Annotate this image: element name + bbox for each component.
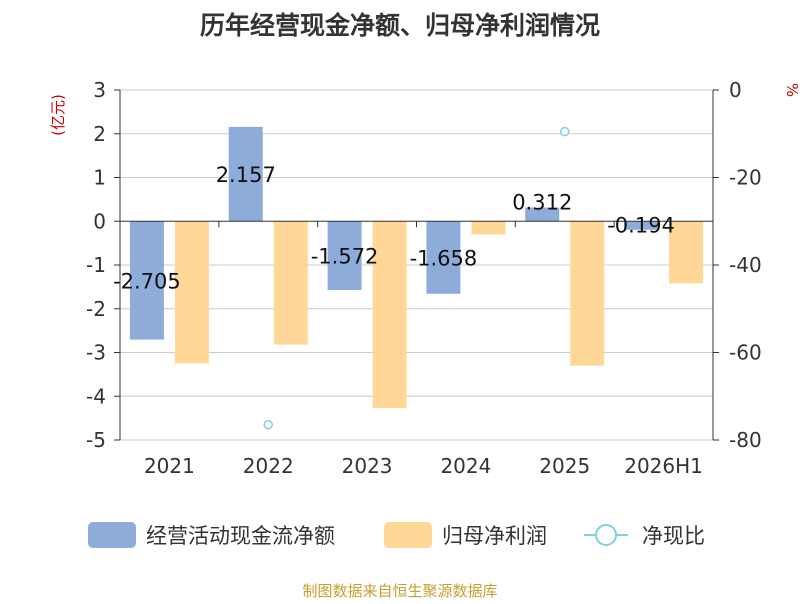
y-tick-label: 3	[93, 78, 106, 102]
data-label: 0.312	[512, 191, 572, 215]
x-tick-label: 2021	[144, 454, 195, 478]
bar	[570, 221, 605, 366]
legend: 经营活动现金流净额 归母净利润 净现比	[88, 522, 705, 548]
bar	[669, 221, 704, 284]
bar	[228, 126, 263, 222]
x-tick-label: 2026H1	[624, 454, 703, 478]
legend-marker	[595, 524, 617, 546]
y2-tick-label: -60	[729, 341, 762, 365]
y-tick-label: -3	[86, 341, 106, 365]
chart-title: 历年经营现金净额、归母净利润情况	[200, 11, 600, 40]
data-label: -1.572	[311, 245, 379, 269]
y2-tick-label: -40	[729, 253, 762, 277]
source-note: 制图数据来自恒生聚源数据库	[302, 582, 497, 600]
bar	[273, 221, 308, 345]
legend-swatch	[88, 522, 136, 548]
x-tick-label: 2023	[342, 454, 393, 478]
scatter-point	[560, 126, 570, 137]
legend-label: 经营活动现金流净额	[146, 524, 335, 548]
bar	[174, 221, 209, 364]
bar	[129, 221, 164, 340]
x-tick-label: 2022	[243, 454, 294, 478]
y2-tick-label: 0	[729, 78, 742, 102]
y-tick-label: 1	[93, 166, 106, 190]
data-label: -1.658	[410, 247, 478, 271]
y-tick-label: 2	[93, 122, 106, 146]
bars-layer	[129, 126, 704, 430]
y2-tick-label: -20	[729, 166, 762, 190]
legend-label: 归母净利润	[442, 524, 547, 548]
data-labels-layer: -2.705 2.157 -1.572 -1.658 0.312 -0.194	[113, 163, 675, 293]
legend-label: 净现比	[642, 524, 705, 548]
y-tick-label: -2	[86, 297, 106, 321]
y2-tick-label: -80	[729, 428, 762, 452]
x-tick-label: 2024	[440, 454, 491, 478]
bar	[525, 207, 560, 222]
x-tick-label: 2025	[539, 454, 590, 478]
y-tick-label: -5	[86, 428, 106, 452]
y-tick-label: -1	[86, 253, 106, 277]
y-tick-label: 0	[93, 209, 106, 233]
bar	[327, 221, 362, 291]
data-label: -0.194	[607, 213, 675, 237]
axes-layer: 3 2 1 0 -1 -2 -3 -4 -5 0 -20 -40 -60 -80 2021 2022 2023 2…	[86, 78, 762, 478]
y-tick-label: -4	[86, 384, 106, 408]
bar	[426, 221, 461, 294]
bar	[624, 221, 659, 230]
scatter-point	[263, 419, 273, 430]
bar	[372, 221, 407, 409]
grid-layer	[120, 89, 713, 441]
bar	[471, 221, 506, 235]
data-label: -2.705	[113, 269, 181, 293]
right-axis-unit: %	[783, 83, 800, 97]
legend-swatch	[384, 522, 432, 548]
data-label: 2.157	[216, 163, 276, 187]
left-axis-unit: (亿元)	[49, 94, 67, 136]
